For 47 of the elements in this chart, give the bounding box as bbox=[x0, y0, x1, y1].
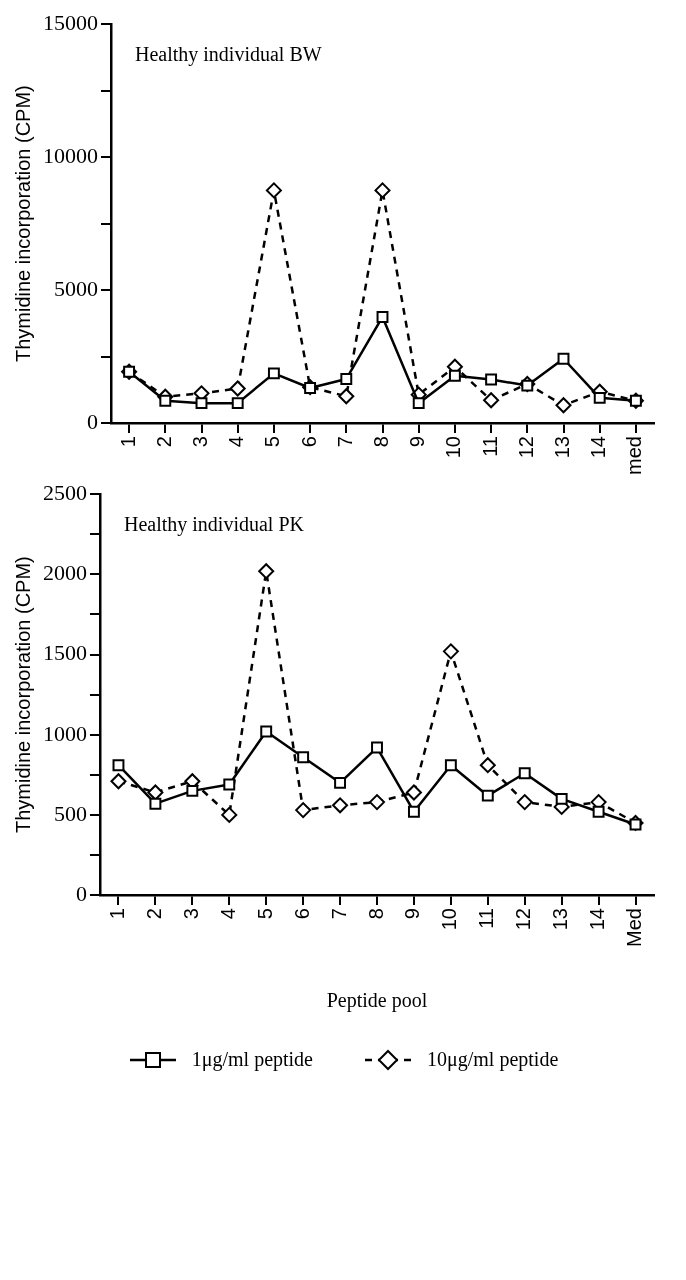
x-tick-label: 14 bbox=[586, 908, 609, 931]
y-tick-label: 500 bbox=[54, 800, 87, 826]
y-axis-title: Thymidine incorporation (CPM) bbox=[11, 556, 34, 834]
y-tick-label: 2500 bbox=[43, 479, 87, 505]
x-tick-label: 8 bbox=[364, 908, 387, 920]
x-tick-label: 7 bbox=[333, 436, 356, 448]
x-tick-label: 10 bbox=[438, 908, 461, 931]
x-tick-label: 2 bbox=[142, 908, 165, 920]
x-tick-label: 4 bbox=[216, 908, 239, 920]
x-tick-label: 1 bbox=[105, 908, 128, 920]
y-tick-label: 10000 bbox=[43, 142, 98, 168]
x-axis-title: Peptide pool bbox=[326, 989, 428, 1013]
y-tick-label: 0 bbox=[87, 408, 98, 434]
y-tick-label: 5000 bbox=[54, 275, 98, 301]
text: Healthy individual BW bbox=[135, 43, 322, 67]
x-tick-label: 5 bbox=[253, 908, 276, 920]
legend-label: 10μg/ml peptide bbox=[427, 1048, 559, 1071]
y-tick-label: 0 bbox=[76, 880, 87, 906]
y-tick-label: 15000 bbox=[43, 9, 98, 35]
x-tick-label: 13 bbox=[549, 908, 572, 931]
x-tick-label: 4 bbox=[225, 436, 248, 448]
x-tick-label: 2 bbox=[152, 436, 175, 448]
x-tick-label: 12 bbox=[512, 908, 535, 931]
x-tick-label: 1 bbox=[116, 436, 139, 448]
x-tick-label: Med bbox=[623, 908, 646, 947]
x-tick-label: 13 bbox=[551, 436, 574, 459]
x-tick-label: 9 bbox=[406, 436, 429, 448]
x-tick-label: med bbox=[623, 436, 646, 475]
x-tick-label: 11 bbox=[478, 436, 501, 457]
x-tick-label: 14 bbox=[587, 436, 610, 459]
x-tick-label: 3 bbox=[189, 436, 212, 448]
x-tick-label: 11 bbox=[475, 908, 498, 929]
x-tick-label: 6 bbox=[297, 436, 320, 448]
x-tick-label: 6 bbox=[290, 908, 313, 920]
x-tick-label: 9 bbox=[401, 908, 424, 920]
x-tick-label: 3 bbox=[179, 908, 202, 920]
y-tick-label: 1500 bbox=[43, 640, 87, 666]
x-tick-label: 10 bbox=[442, 436, 465, 459]
y-tick-label: 1000 bbox=[43, 720, 87, 746]
legend-label: 1μg/ml peptide bbox=[191, 1048, 313, 1071]
x-tick-label: 12 bbox=[514, 436, 537, 459]
x-tick-label: 5 bbox=[261, 436, 284, 448]
y-axis-title: Thymidine incorporation (CPM) bbox=[11, 85, 34, 363]
x-tick-label: 7 bbox=[327, 908, 350, 920]
text: Healthy individual PK bbox=[124, 513, 305, 537]
x-tick-label: 8 bbox=[370, 436, 393, 448]
y-tick-label: 2000 bbox=[43, 560, 87, 586]
